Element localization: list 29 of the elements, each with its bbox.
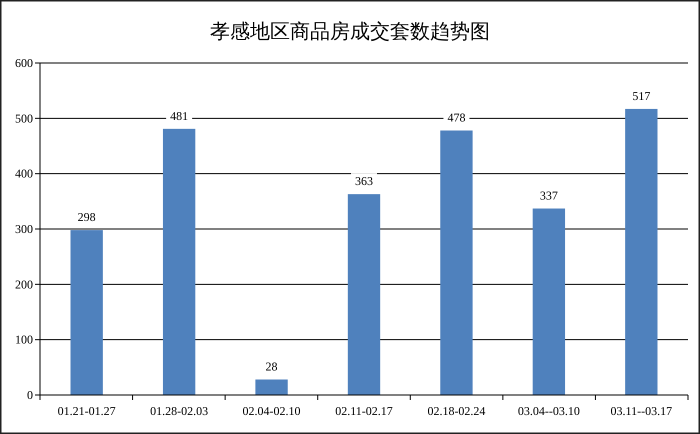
bar xyxy=(255,380,288,395)
bar xyxy=(348,194,380,395)
y-tick-label: 300 xyxy=(15,222,33,236)
chart-title: 孝感地区商品房成交套数趋势图 xyxy=(210,19,490,43)
data-label: 481 xyxy=(170,108,188,123)
data-label: 28 xyxy=(266,360,278,374)
y-tick-label: 100 xyxy=(15,332,33,347)
x-tick-label: 01.28-02.03 xyxy=(150,404,208,418)
x-tick-label: 03.11--03.17 xyxy=(610,404,672,418)
y-tick-label: 400 xyxy=(15,166,33,181)
bar xyxy=(440,130,473,395)
bar xyxy=(70,230,103,395)
x-tick-label: 02.04-02.10 xyxy=(242,404,301,418)
bar xyxy=(625,108,658,395)
x-tick-label: 02.11-02.17 xyxy=(335,404,393,418)
x-tick-label: 03.04--03.10 xyxy=(518,404,580,418)
data-label: 337 xyxy=(540,188,558,203)
x-tick-label: 02.18-02.24 xyxy=(427,404,486,418)
bar xyxy=(162,128,196,395)
y-tick-label: 200 xyxy=(15,277,33,292)
x-tick-label: 01.21-01.27 xyxy=(58,404,116,418)
y-tick-label: 500 xyxy=(15,111,33,126)
data-label: 517 xyxy=(632,88,650,103)
y-tick-label: 600 xyxy=(15,56,33,70)
data-label: 478 xyxy=(447,110,466,125)
bar xyxy=(532,208,566,395)
y-tick-label: 0 xyxy=(27,388,33,402)
data-label: 363 xyxy=(355,174,373,188)
data-label: 298 xyxy=(78,210,96,224)
